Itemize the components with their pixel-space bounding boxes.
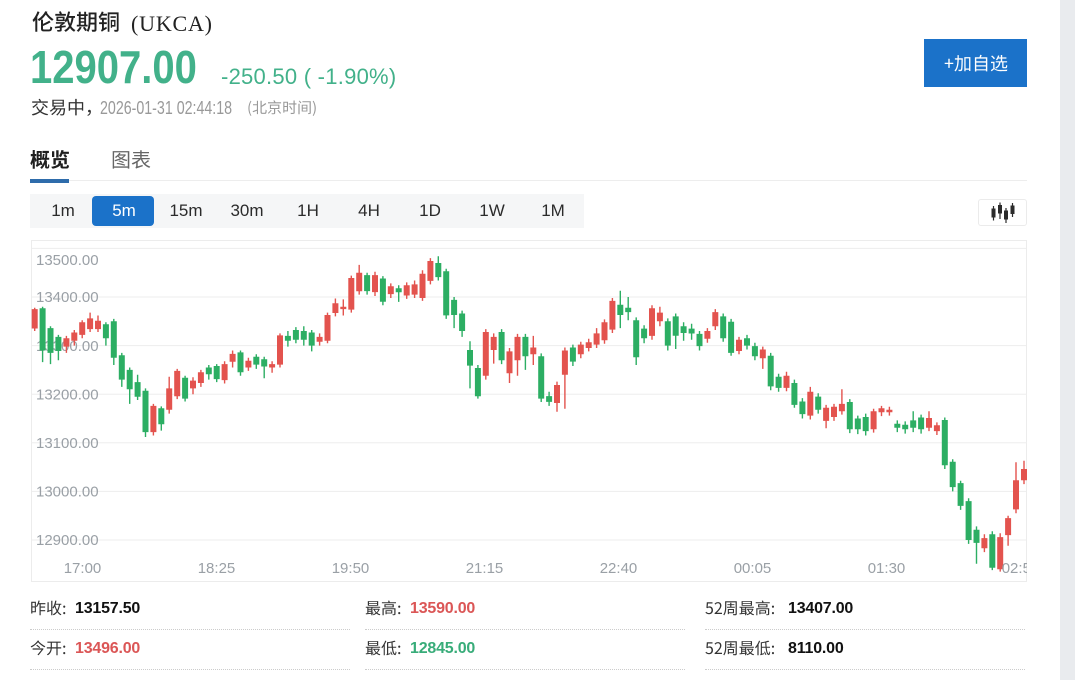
svg-text:13500.00: 13500.00	[36, 252, 99, 269]
svg-text:17:00: 17:00	[64, 560, 102, 577]
svg-text:13100.00: 13100.00	[36, 435, 99, 452]
svg-text:02:55: 02:55	[1002, 560, 1027, 577]
svg-text:01:30: 01:30	[868, 560, 906, 577]
svg-text:13000.00: 13000.00	[36, 484, 99, 501]
svg-text:13400.00: 13400.00	[36, 289, 99, 306]
svg-text:19:50: 19:50	[332, 560, 370, 577]
svg-text:13200.00: 13200.00	[36, 386, 99, 403]
svg-text:00:05: 00:05	[734, 560, 772, 577]
svg-text:22:40: 22:40	[600, 560, 638, 577]
svg-text:18:25: 18:25	[198, 560, 236, 577]
svg-text:21:15: 21:15	[466, 560, 504, 577]
svg-text:12900.00: 12900.00	[36, 532, 99, 549]
